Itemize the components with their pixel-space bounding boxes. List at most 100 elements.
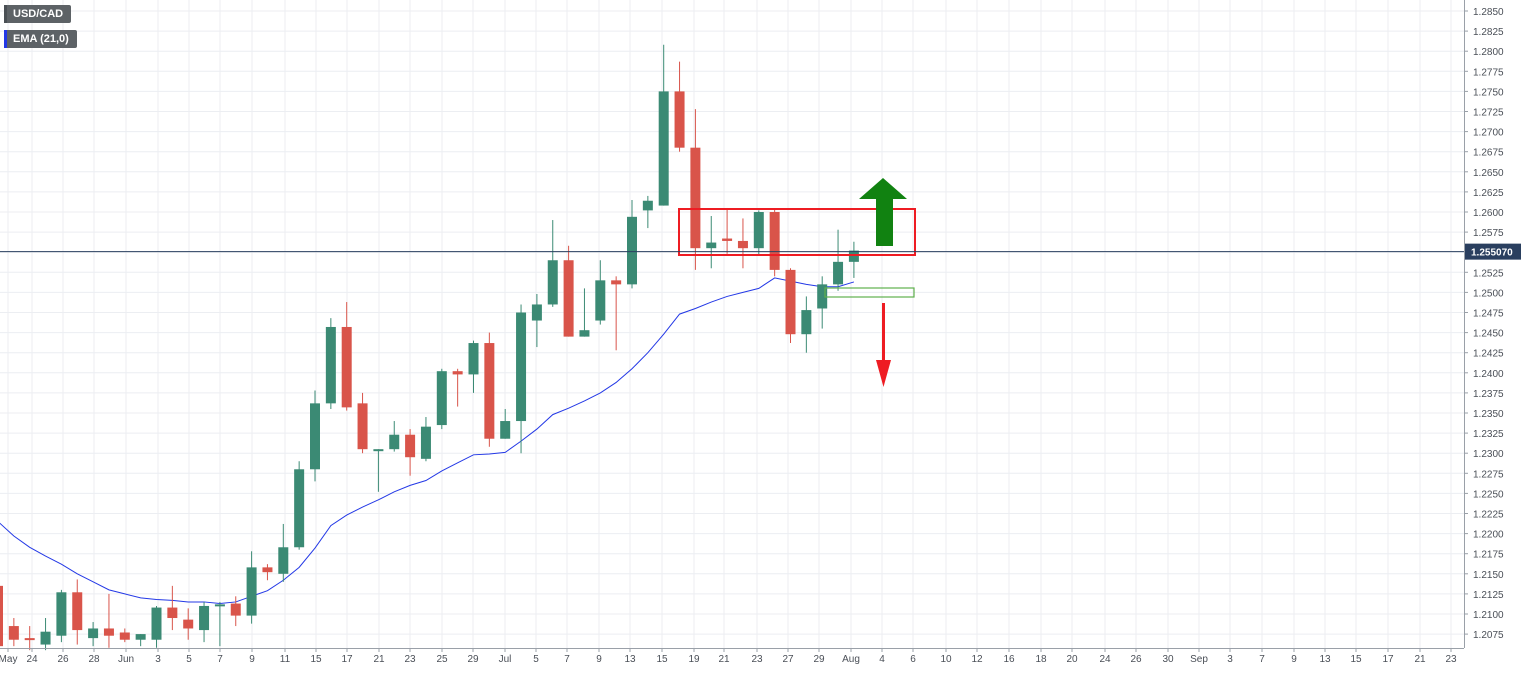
candle-bearish — [452, 368, 463, 407]
candle-body — [373, 449, 384, 452]
candle-bearish — [230, 596, 241, 627]
price-tick-label: 1.2175 — [1473, 550, 1504, 561]
candle-bullish — [151, 605, 162, 648]
candle-bearish — [8, 618, 19, 647]
candle-body — [436, 371, 447, 426]
symbol-badge-marker — [4, 5, 7, 23]
price-tick-label: 1.2075 — [1473, 630, 1504, 641]
symbol-label: USD/CAD — [13, 8, 64, 20]
candle-body — [642, 200, 653, 211]
date-tick-label: Jul — [499, 654, 512, 665]
candle-body — [405, 434, 416, 458]
date-tick-label: 15 — [656, 654, 668, 665]
date-tick-label: 26 — [1130, 654, 1142, 665]
bullish-arrow-icon — [859, 178, 907, 246]
candle-body — [595, 280, 606, 321]
candle-bearish — [24, 626, 35, 651]
candle-bullish — [531, 294, 542, 348]
candle-body — [769, 212, 780, 270]
date-tick-label: 7 — [564, 654, 570, 665]
date-tick-label: 10 — [940, 654, 952, 665]
date-tick-label: 17 — [1382, 654, 1394, 665]
date-tick-label: 3 — [1227, 654, 1233, 665]
candle-bearish — [119, 628, 130, 643]
date-tick-label: 26 — [57, 654, 69, 665]
candle-body — [420, 426, 431, 459]
date-tick-label: 29 — [813, 654, 825, 665]
price-tick-label: 1.2275 — [1473, 469, 1504, 480]
candle-body — [753, 212, 764, 249]
candle-bearish — [785, 268, 796, 344]
date-tick-label: 21 — [1414, 654, 1426, 665]
candle-bearish — [611, 276, 622, 351]
price-tick-label: 1.2350 — [1473, 409, 1504, 420]
date-axis: May 24 26 28 Jun 3 5 7 9 11 15 17 21 23 25 29 Jul 5 7 9 13 15… — [0, 648, 1464, 665]
candle-body — [151, 607, 162, 640]
price-tick-label: 1.2600 — [1473, 208, 1504, 219]
candle-body — [722, 238, 733, 241]
candle-bullish — [40, 618, 51, 651]
candle-bullish — [817, 276, 828, 329]
date-tick-label: Jun — [118, 654, 134, 665]
price-tick-label: 1.2825 — [1473, 27, 1504, 38]
date-tick-label: 18 — [1035, 654, 1047, 665]
candle-bullish — [627, 199, 637, 289]
price-tick-label: 1.2700 — [1473, 128, 1504, 139]
date-tick-label: 23 — [404, 654, 416, 665]
candle-body — [119, 632, 130, 640]
date-tick-label: 15 — [1350, 654, 1362, 665]
date-tick-label: 16 — [1003, 654, 1015, 665]
price-tick-label: 1.2125 — [1473, 590, 1504, 601]
candle-bullish — [56, 589, 67, 643]
indicator-label: EMA (21,0) — [13, 33, 69, 45]
date-tick-label: 30 — [1162, 654, 1174, 665]
candle-bullish — [753, 210, 764, 255]
date-tick-label: 20 — [1066, 654, 1078, 665]
price-axis: 1.2850 1.2825 1.2800 1.2775 1.2750 1.2725 1.27… — [1464, 0, 1521, 648]
date-tick-label: 9 — [249, 654, 255, 665]
indicator-badge[interactable]: EMA (21,0) — [4, 30, 77, 48]
candle-bullish — [801, 296, 812, 353]
candle-bearish — [341, 302, 352, 411]
price-tick-label: 1.2400 — [1473, 369, 1504, 380]
date-tick-label: 24 — [26, 654, 38, 665]
candle-bearish — [563, 245, 574, 337]
candle-body — [199, 605, 210, 631]
candle-bearish — [357, 392, 368, 454]
price-tick-label: 1.2575 — [1473, 228, 1504, 239]
candle-bearish — [737, 218, 748, 269]
candle-body — [484, 343, 495, 439]
price-tick-label: 1.2475 — [1473, 309, 1504, 320]
date-tick-label: 29 — [467, 654, 479, 665]
candle-bullish — [500, 408, 511, 439]
candle-bullish — [848, 241, 859, 278]
candle-body — [563, 260, 574, 337]
candle-bearish — [674, 61, 685, 152]
candle-bullish — [278, 523, 289, 582]
date-tick-label: 4 — [879, 654, 885, 665]
candle-bullish — [246, 551, 257, 624]
candle-bearish — [103, 593, 114, 648]
candle-body — [40, 631, 51, 645]
symbol-badge[interactable]: USD/CAD — [4, 5, 72, 23]
date-tick-label: 5 — [533, 654, 539, 665]
candle-body — [690, 147, 701, 249]
candle-body — [785, 269, 796, 335]
candle-body — [72, 592, 83, 631]
date-tick-label: 3 — [155, 654, 161, 665]
candle-bearish — [262, 564, 273, 581]
ema-line — [0, 277, 855, 605]
price-tick-label: 1.2775 — [1473, 67, 1504, 78]
last-price-label: 1.255070 — [1471, 248, 1513, 259]
date-tick-label: 13 — [1319, 654, 1331, 665]
candle-body — [56, 592, 67, 636]
candle-body — [500, 421, 511, 439]
candle-bearish — [183, 608, 194, 640]
candle-bearish — [0, 585, 3, 647]
candle-bullish — [468, 340, 479, 393]
price-tick-label: 1.2725 — [1473, 108, 1504, 119]
price-tick-label: 1.2225 — [1473, 510, 1504, 521]
candle-body — [658, 91, 669, 206]
